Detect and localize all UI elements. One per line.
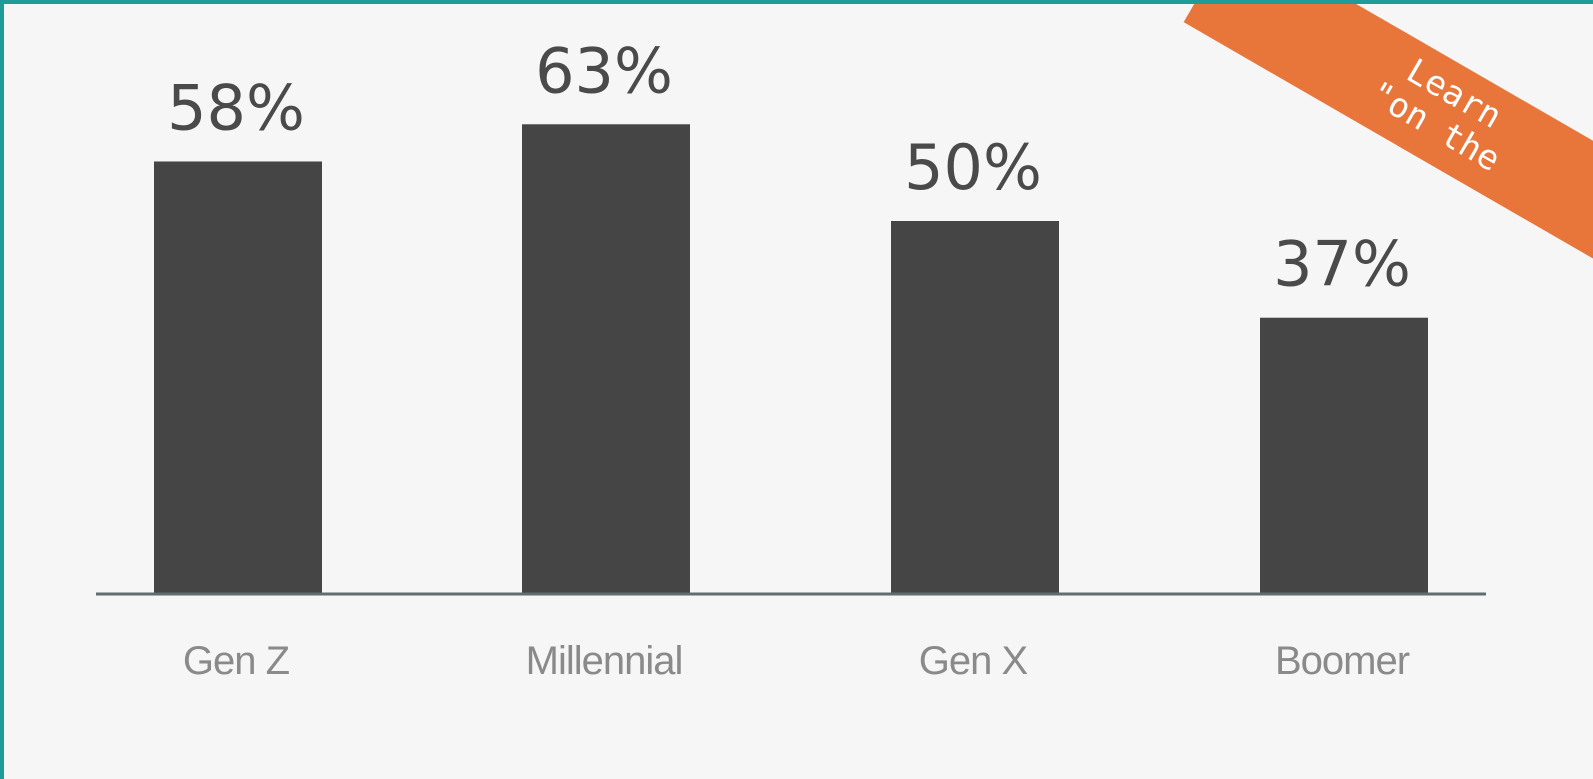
category-label: Millennial — [526, 639, 683, 683]
category-label: Boomer — [1275, 639, 1410, 683]
bar-gen-z — [154, 161, 322, 594]
value-label: 63% — [535, 34, 673, 107]
value-label: 37% — [1273, 228, 1411, 301]
bar-boomer — [1260, 317, 1428, 593]
category-label: Gen Z — [183, 639, 290, 683]
bar-millennial — [522, 124, 690, 593]
bar-gen-x — [891, 221, 1059, 593]
bar-chart: 58% Gen Z 63% Millennial 50% Gen X 37% Boomer — [96, 34, 1486, 683]
category-label: Gen X — [919, 639, 1028, 683]
value-label: 50% — [904, 131, 1042, 204]
value-label: 58% — [167, 71, 305, 144]
